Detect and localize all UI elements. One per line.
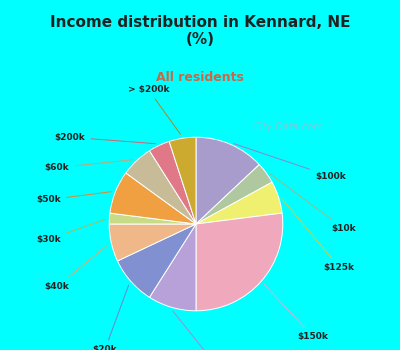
Wedge shape — [150, 224, 196, 311]
Text: All residents: All residents — [156, 71, 244, 84]
Text: > $200k: > $200k — [128, 85, 180, 134]
Text: $150k: $150k — [264, 285, 329, 341]
Text: Income distribution in Kennard, NE
(%): Income distribution in Kennard, NE (%) — [50, 15, 350, 47]
Wedge shape — [150, 141, 196, 224]
Text: $30k: $30k — [36, 219, 105, 244]
Text: $60k: $60k — [45, 160, 133, 172]
Wedge shape — [196, 213, 283, 311]
Text: City-Data.com: City-Data.com — [253, 122, 323, 132]
Text: $100k: $100k — [234, 144, 346, 181]
Text: $50k: $50k — [36, 192, 111, 204]
Text: $125k: $125k — [282, 199, 355, 272]
Wedge shape — [109, 213, 196, 224]
Wedge shape — [126, 151, 196, 224]
Wedge shape — [196, 164, 272, 224]
Text: $20k: $20k — [92, 285, 129, 350]
Wedge shape — [110, 173, 196, 224]
Wedge shape — [196, 182, 282, 224]
Text: $40k: $40k — [45, 245, 108, 291]
Wedge shape — [109, 224, 196, 261]
Wedge shape — [196, 137, 259, 224]
Text: $10k: $10k — [270, 174, 356, 233]
Wedge shape — [169, 137, 196, 224]
Wedge shape — [118, 224, 196, 297]
Text: $75k: $75k — [173, 311, 230, 350]
Text: $200k: $200k — [55, 133, 156, 144]
